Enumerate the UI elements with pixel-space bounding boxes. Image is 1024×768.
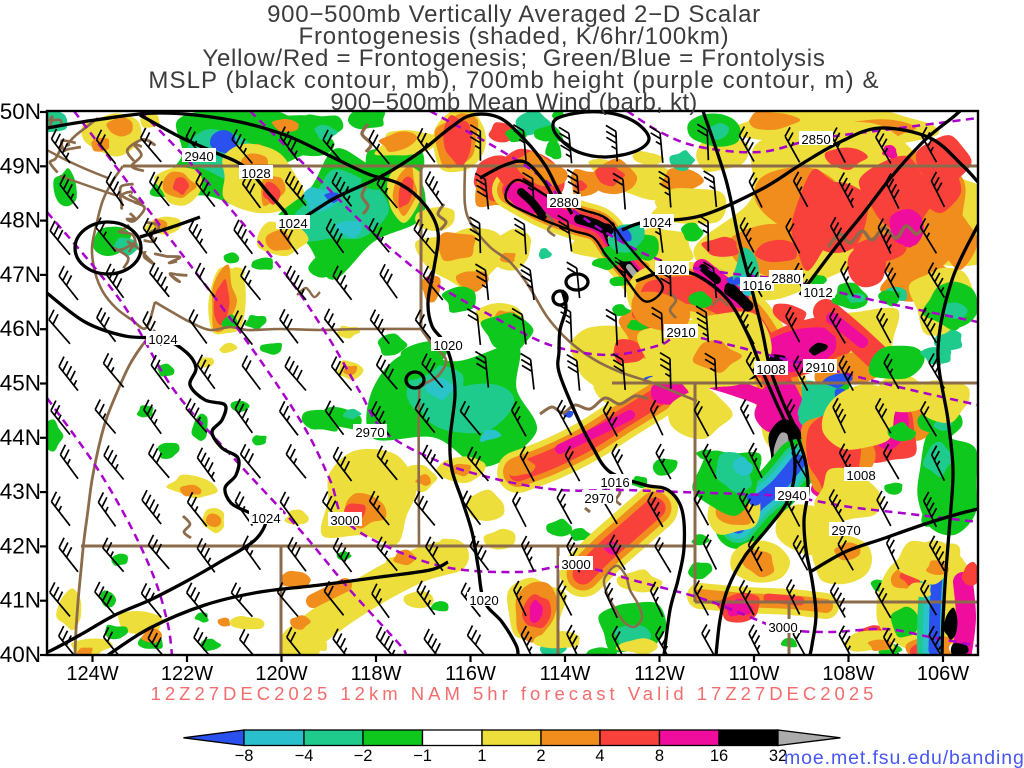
- svg-text:−1: −1: [413, 747, 432, 765]
- svg-text:moe.met.fsu.edu/banding: moe.met.fsu.edu/banding: [784, 747, 1024, 768]
- svg-text:45N: 45N: [0, 371, 41, 396]
- svg-text:2970: 2970: [355, 425, 384, 440]
- svg-text:−4: −4: [295, 747, 314, 765]
- svg-text:2910: 2910: [805, 360, 834, 375]
- svg-text:1020: 1020: [657, 262, 686, 277]
- svg-text:49N: 49N: [0, 153, 41, 178]
- svg-text:1028: 1028: [241, 166, 270, 181]
- svg-text:−8: −8: [235, 747, 254, 765]
- svg-text:3000: 3000: [561, 557, 590, 572]
- svg-text:2940: 2940: [777, 488, 806, 503]
- svg-text:50N: 50N: [0, 99, 41, 124]
- svg-text:1008: 1008: [756, 362, 785, 377]
- svg-text:47N: 47N: [0, 262, 41, 287]
- svg-text:16: 16: [710, 747, 728, 765]
- svg-text:2880: 2880: [771, 271, 800, 286]
- svg-text:1012: 1012: [803, 285, 832, 300]
- svg-text:3000: 3000: [330, 513, 359, 528]
- svg-text:46N: 46N: [0, 316, 41, 341]
- svg-text:1024: 1024: [278, 216, 307, 231]
- svg-text:3000: 3000: [768, 620, 797, 635]
- svg-text:12Z27DEC2025 12km NAM 5hr fore: 12Z27DEC2025 12km NAM 5hr forecast Valid…: [151, 683, 878, 704]
- svg-text:122W: 122W: [161, 663, 213, 685]
- svg-text:114W: 114W: [540, 663, 591, 685]
- svg-text:1008: 1008: [846, 468, 875, 483]
- svg-text:106W: 106W: [917, 663, 969, 685]
- svg-text:1020: 1020: [469, 593, 498, 608]
- svg-text:2880: 2880: [549, 195, 578, 210]
- svg-text:120W: 120W: [255, 663, 307, 685]
- svg-text:112W: 112W: [634, 663, 685, 685]
- svg-text:4: 4: [595, 747, 604, 765]
- svg-text:1016: 1016: [600, 475, 629, 490]
- svg-text:2: 2: [536, 747, 545, 765]
- svg-text:8: 8: [655, 747, 664, 765]
- svg-text:110W: 110W: [729, 663, 780, 685]
- svg-text:1024: 1024: [251, 511, 280, 526]
- svg-text:−2: −2: [354, 747, 373, 765]
- svg-text:1024: 1024: [642, 215, 671, 230]
- svg-text:116W: 116W: [445, 663, 496, 685]
- svg-text:41N: 41N: [0, 588, 41, 613]
- svg-text:1: 1: [477, 747, 486, 765]
- svg-text:2910: 2910: [666, 325, 695, 340]
- svg-text:44N: 44N: [0, 425, 41, 450]
- svg-text:2940: 2940: [184, 149, 213, 164]
- svg-text:108W: 108W: [822, 663, 874, 685]
- svg-text:48N: 48N: [0, 208, 41, 233]
- svg-text:2850: 2850: [801, 132, 830, 147]
- svg-text:32: 32: [769, 747, 787, 765]
- svg-text:2970: 2970: [831, 523, 860, 538]
- svg-text:2970: 2970: [584, 491, 613, 506]
- svg-text:1020: 1020: [433, 338, 462, 353]
- svg-text:42N: 42N: [0, 533, 41, 558]
- svg-text:124W: 124W: [66, 663, 118, 685]
- svg-text:40N: 40N: [0, 642, 41, 667]
- svg-text:1024: 1024: [148, 332, 177, 347]
- svg-text:118W: 118W: [351, 663, 402, 685]
- svg-text:43N: 43N: [0, 479, 41, 504]
- svg-text:1016: 1016: [742, 278, 771, 293]
